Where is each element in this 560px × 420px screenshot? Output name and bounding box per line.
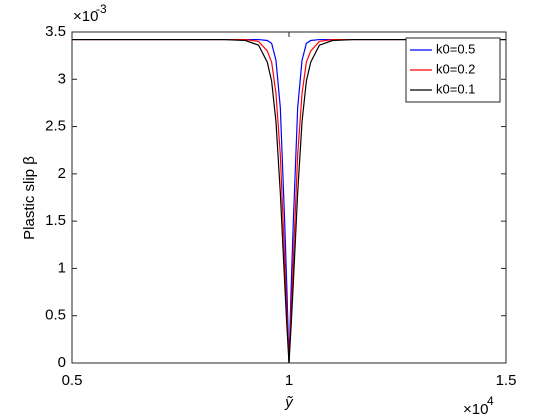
y-tick-label: 2 (58, 165, 66, 182)
x-exponent-base: ×10 (463, 401, 488, 418)
axes-box (71, 31, 507, 364)
y-tick-label: 0.5 (45, 307, 66, 324)
y-tick-label: 0 (58, 354, 66, 371)
y-exponent-base: ×10 (73, 8, 98, 25)
legend-label: k0=0.1 (436, 81, 475, 96)
y-tick-label: 3.5 (45, 23, 66, 40)
x-exponent-power: 4 (487, 394, 494, 408)
y-exponent-power: -3 (96, 2, 107, 16)
y-tick-label: 2.5 (45, 118, 66, 135)
x-axis-label: ỹ (284, 394, 294, 411)
y-tick-label: 3 (58, 70, 66, 87)
x-tick-label: 0.5 (62, 372, 83, 389)
x-tick-label: 1 (285, 372, 293, 389)
x-tick-label: 1.5 (496, 372, 517, 389)
y-axis-label: Plastic slip β (21, 156, 38, 240)
legend-label: k0=0.2 (436, 61, 475, 76)
y-tick-label: 1 (58, 259, 66, 276)
y-tick-label: 1.5 (45, 212, 66, 229)
legend-label: k0=0.5 (436, 41, 475, 56)
